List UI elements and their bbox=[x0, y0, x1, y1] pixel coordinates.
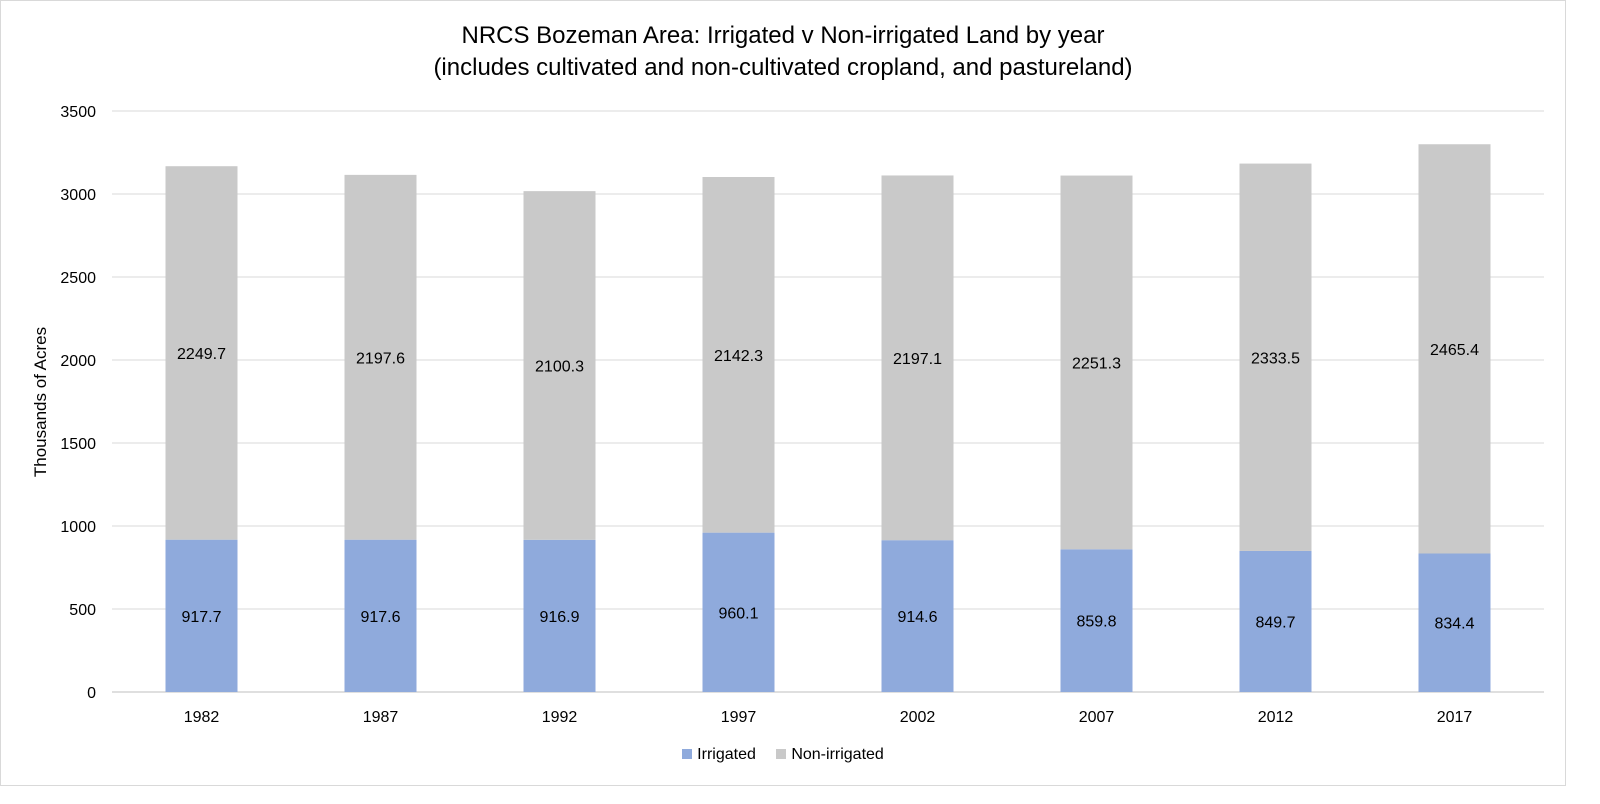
legend-swatch-irrigated bbox=[682, 748, 693, 759]
x-tick-label: 2012 bbox=[1258, 709, 1294, 726]
bar-non-irrigated-1987 bbox=[344, 174, 417, 540]
bar-irrigated-2012 bbox=[1239, 550, 1312, 692]
data-label: 2333.5 bbox=[1251, 350, 1300, 367]
bar-irrigated-1997 bbox=[702, 532, 775, 692]
data-labels: 917.7 2249.7 917.6 2197.6 916.9 2100.3 960.1 21… bbox=[177, 342, 1479, 633]
bar-non-irrigated-2012 bbox=[1239, 163, 1312, 551]
bar-non-irrigated-2017 bbox=[1418, 144, 1491, 554]
y-tick-label: 3500 bbox=[60, 104, 96, 121]
data-label: 2197.1 bbox=[893, 351, 942, 368]
data-label: 834.4 bbox=[1434, 616, 1474, 633]
bar-non-irrigated-2002 bbox=[881, 175, 954, 541]
data-label: 2197.6 bbox=[356, 350, 405, 367]
legend-label-non-irrigated: Non-irrigated bbox=[791, 746, 884, 763]
data-label: 2465.4 bbox=[1430, 342, 1479, 359]
bar-irrigated-2002 bbox=[881, 540, 954, 692]
data-label: 917.6 bbox=[360, 609, 400, 626]
bar-chart: 0 500 1000 1500 2000 2500 3000 3500 1982 1987 199… bbox=[31, 104, 1544, 726]
x-tick-label: 1992 bbox=[542, 709, 578, 726]
y-tick-label: 2000 bbox=[60, 353, 96, 370]
x-tick-label: 2017 bbox=[1437, 709, 1473, 726]
legend-swatch-non-irrigated bbox=[776, 748, 787, 759]
bar-non-irrigated-1982 bbox=[165, 166, 238, 540]
x-tick-label: 2002 bbox=[900, 709, 936, 726]
data-label: 914.6 bbox=[897, 609, 937, 626]
data-label: 2142.3 bbox=[714, 348, 763, 365]
data-label: 2251.3 bbox=[1072, 355, 1121, 372]
bar-irrigated-1982 bbox=[165, 539, 238, 692]
y-axis-ticks: 0 500 1000 1500 2000 2500 3000 3500 bbox=[60, 104, 96, 702]
x-tick-label: 1982 bbox=[184, 709, 220, 726]
data-label: 916.9 bbox=[539, 609, 579, 626]
legend-label-irrigated: Irrigated bbox=[697, 746, 756, 763]
bar-irrigated-2017 bbox=[1418, 553, 1491, 692]
bar-irrigated-1987 bbox=[344, 539, 417, 692]
chart-subtitle: (includes cultivated and non-cultivated … bbox=[433, 54, 1133, 81]
bar-non-irrigated-1992 bbox=[523, 191, 596, 540]
y-tick-label: 3000 bbox=[60, 187, 96, 204]
y-tick-label: 0 bbox=[87, 685, 96, 702]
legend: Irrigated Non-irrigated bbox=[0, 746, 1566, 764]
y-axis-label: Thousands of Acres bbox=[31, 327, 50, 477]
y-tick-label: 1000 bbox=[60, 519, 96, 536]
x-tick-label: 1987 bbox=[363, 709, 399, 726]
legend-item-irrigated: Irrigated bbox=[682, 746, 756, 764]
bar-non-irrigated-1997 bbox=[702, 177, 775, 533]
bar-irrigated-1992 bbox=[523, 539, 596, 692]
x-tick-label: 2007 bbox=[1079, 709, 1115, 726]
x-tick-label: 1997 bbox=[721, 709, 757, 726]
bar-irrigated-2007 bbox=[1060, 549, 1133, 692]
data-label: 960.1 bbox=[718, 605, 758, 622]
chart-title: NRCS Bozeman Area: Irrigated v Non-irrig… bbox=[461, 22, 1105, 49]
y-tick-label: 2500 bbox=[60, 270, 96, 287]
data-label: 2100.3 bbox=[535, 358, 584, 375]
legend-item-non-irrigated: Non-irrigated bbox=[776, 746, 884, 764]
y-tick-label: 500 bbox=[69, 602, 96, 619]
data-label: 859.8 bbox=[1076, 614, 1116, 631]
x-axis-ticks: 1982 1987 1992 1997 2002 2007 2012 2017 bbox=[184, 709, 1473, 726]
bars bbox=[165, 144, 1491, 692]
gridlines bbox=[112, 110, 1544, 693]
data-label: 849.7 bbox=[1255, 614, 1295, 631]
data-label: 2249.7 bbox=[177, 346, 226, 363]
y-tick-label: 1500 bbox=[60, 436, 96, 453]
data-label: 917.7 bbox=[181, 609, 221, 626]
bar-non-irrigated-2007 bbox=[1060, 175, 1133, 550]
chart-titles: NRCS Bozeman Area: Irrigated v Non-irrig… bbox=[0, 20, 1566, 84]
